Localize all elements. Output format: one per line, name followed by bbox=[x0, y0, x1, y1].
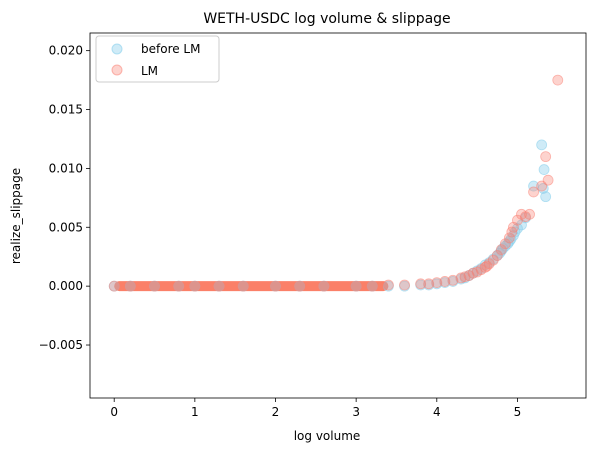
point-lm bbox=[455, 272, 467, 284]
point-lm bbox=[399, 279, 410, 291]
point-lm bbox=[415, 278, 427, 290]
point-lm bbox=[350, 280, 362, 292]
point-lm bbox=[542, 174, 554, 186]
legend-label-before-lm: before LM bbox=[141, 42, 200, 56]
x-tick-label: 1 bbox=[191, 405, 199, 419]
point-lm bbox=[124, 280, 136, 292]
y-tick-label: 0.010 bbox=[49, 161, 83, 175]
point-lm bbox=[423, 278, 435, 290]
point-lm bbox=[149, 280, 160, 292]
point-before-lm bbox=[536, 139, 548, 151]
y-tick-label: 0.005 bbox=[49, 220, 83, 234]
point-lm bbox=[540, 151, 552, 163]
y-axis-label: realize_slippage bbox=[9, 168, 23, 264]
point-lm bbox=[503, 232, 515, 244]
point-lm bbox=[499, 238, 511, 250]
point-before-lm bbox=[538, 164, 550, 175]
legend-label-lm: LM bbox=[141, 64, 158, 78]
point-lm bbox=[270, 280, 281, 292]
point-before-lm bbox=[540, 191, 552, 203]
chart-title: WETH-USDC log volume & slippage bbox=[203, 11, 450, 27]
point-lm bbox=[237, 280, 249, 292]
legend: before LM LM bbox=[95, 35, 220, 83]
x-tick-label: 3 bbox=[352, 405, 360, 419]
point-lm bbox=[447, 274, 459, 286]
point-lm bbox=[491, 250, 503, 261]
legend-marker-before-lm bbox=[111, 43, 123, 55]
point-lm bbox=[318, 280, 330, 292]
point-lm bbox=[552, 74, 564, 86]
point-lm bbox=[173, 280, 185, 292]
x-tick-label: 4 bbox=[433, 405, 441, 419]
axes: 0 1 2 3 4 5 −0.005 0.000 0.005 0.010 0.015 0.020 bbox=[39, 32, 587, 419]
y-tick-label: 0.000 bbox=[49, 279, 83, 293]
point-lm bbox=[189, 280, 201, 292]
point-lm bbox=[108, 280, 120, 292]
point-lm bbox=[431, 277, 443, 289]
x-tick-label: 0 bbox=[110, 405, 118, 419]
point-lm bbox=[383, 279, 394, 291]
legend-frame bbox=[95, 35, 220, 83]
plot-area bbox=[108, 74, 564, 292]
y-tick-label: −0.005 bbox=[39, 338, 83, 352]
y-tick-label: 0.020 bbox=[49, 44, 83, 58]
y-tick-label: 0.015 bbox=[49, 103, 83, 117]
legend-marker-lm bbox=[111, 64, 123, 76]
point-lm bbox=[528, 186, 539, 198]
point-lm bbox=[524, 208, 535, 220]
x-axis-label: log volume bbox=[294, 429, 361, 443]
point-lm bbox=[294, 280, 306, 292]
data-points bbox=[108, 74, 564, 292]
x-tick-label: 2 bbox=[272, 405, 280, 419]
x-tick-label: 5 bbox=[514, 405, 522, 419]
point-lm bbox=[439, 276, 451, 287]
point-lm bbox=[366, 280, 378, 292]
point-lm bbox=[213, 280, 225, 292]
point-lm bbox=[495, 244, 507, 256]
axes-frame bbox=[89, 32, 587, 399]
